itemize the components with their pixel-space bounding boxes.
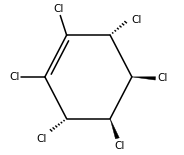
Text: Cl: Cl [53, 4, 64, 14]
Text: Cl: Cl [157, 73, 168, 83]
Text: Cl: Cl [132, 15, 142, 25]
Polygon shape [110, 119, 119, 139]
Text: Cl: Cl [9, 72, 20, 82]
Text: Cl: Cl [36, 134, 47, 144]
Text: Cl: Cl [114, 141, 124, 151]
Polygon shape [132, 77, 156, 80]
